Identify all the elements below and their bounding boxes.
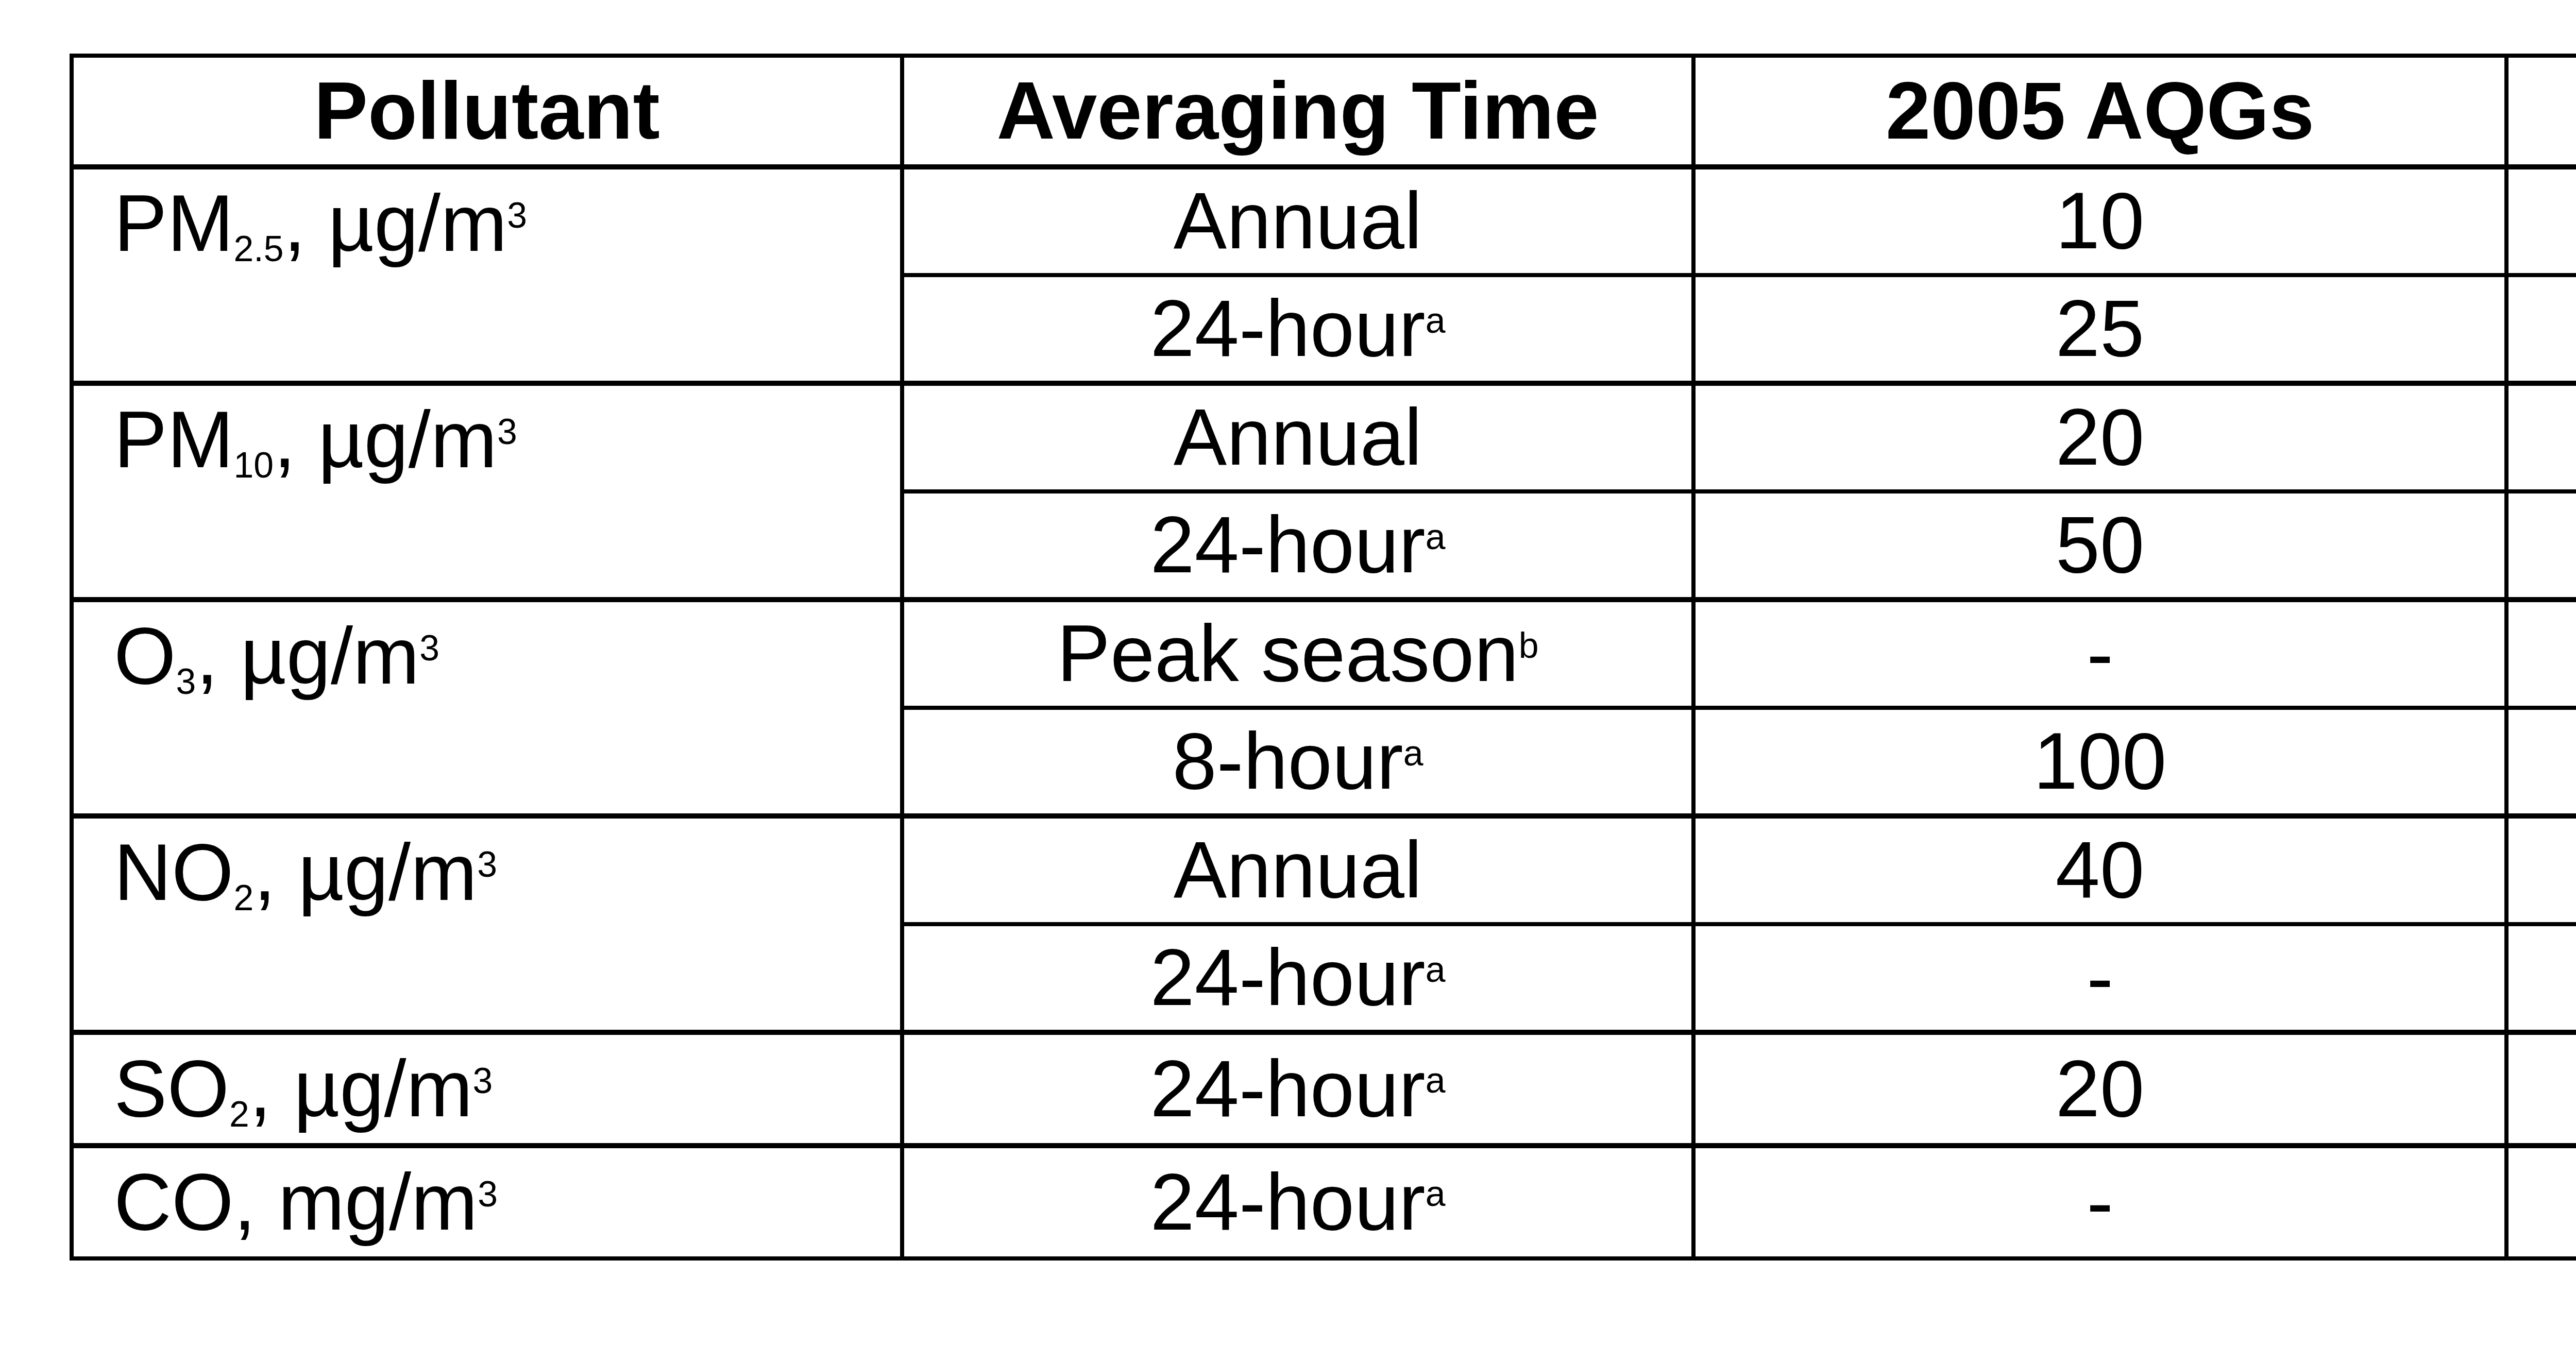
pollutant-label: PM2.5, µg/m3 [114, 169, 900, 278]
cell-2021-value: 25 [2506, 924, 2576, 1032]
time-label: Peak season [1057, 609, 1519, 698]
column-header-pollutant: Pollutant [72, 56, 902, 167]
aqg-comparison-table: Pollutant Averaging Time 2005 AQGs 2021 … [70, 54, 2576, 1261]
cell-2005-value: 10 [1693, 167, 2506, 275]
cell-pollutant-pm10: PM10, µg/m3 [72, 383, 902, 600]
unit-exponent: 3 [477, 844, 497, 884]
pollutant-base: O [114, 611, 176, 701]
cell-2021-value: 15 [2506, 275, 2576, 383]
footnote-marker: a [1426, 949, 1446, 990]
unit-exponent: 3 [497, 412, 517, 452]
cell-2021-value: 45 [2506, 491, 2576, 600]
time-label: 24-hour [1150, 284, 1425, 373]
cell-averaging-time: 8-houra [902, 708, 1693, 816]
pollutant-unit: , µg/m [274, 395, 497, 484]
footnote-marker: a [1403, 733, 1423, 773]
cell-averaging-time: Annual [902, 816, 1693, 924]
footnote-marker: a [1426, 1173, 1446, 1214]
pollutant-base: NO [114, 828, 234, 917]
cell-pollutant-no2: NO2, µg/m3 [72, 816, 902, 1032]
cell-pollutant-pm25: PM2.5, µg/m3 [72, 167, 902, 383]
pollutant-unit: , µg/m [196, 611, 419, 701]
pollutant-unit: , mg/m [234, 1157, 478, 1247]
time-label: Annual [1174, 176, 1422, 265]
pollutant-label: NO2, µg/m3 [114, 819, 900, 927]
footnote-marker: b [1519, 625, 1539, 666]
table-row-so2-24hour: SO2, µg/m3 24-houra 20 40 [72, 1032, 2576, 1146]
cell-2005-value: 40 [1693, 816, 2506, 924]
column-header-averaging-time: Averaging Time [902, 56, 1693, 167]
unit-exponent: 3 [473, 1061, 493, 1101]
pollutant-base: PM [114, 395, 234, 484]
time-label: 24-hour [1150, 1044, 1425, 1133]
time-label: 24-hour [1150, 933, 1425, 1022]
pollutant-label: PM10, µg/m3 [114, 386, 900, 494]
column-header-2021-aqgs: 2021 AQGs [2506, 56, 2576, 167]
cell-2005-value: - [1693, 600, 2506, 708]
time-label: Annual [1174, 825, 1422, 914]
cell-2005-value: - [1693, 924, 2506, 1032]
table-row-no2-annual: NO2, µg/m3 Annual 40 10 [72, 816, 2576, 924]
time-label: 24-hour [1150, 1157, 1425, 1247]
time-label: Annual [1174, 393, 1422, 482]
time-label: 8-hour [1173, 717, 1403, 806]
cell-pollutant-so2: SO2, µg/m3 [72, 1032, 902, 1146]
column-header-2005-aqgs: 2005 AQGs [1693, 56, 2506, 167]
cell-averaging-time: Annual [902, 383, 1693, 491]
header-row: Pollutant Averaging Time 2005 AQGs 2021 … [72, 56, 2576, 167]
cell-averaging-time: 24-houra [902, 275, 1693, 383]
pollutant-subscript: 2 [234, 878, 254, 918]
cell-2005-value: 100 [1693, 708, 2506, 816]
footnote-marker: a [1426, 1060, 1446, 1100]
pollutant-label: CO, mg/m3 [114, 1148, 900, 1256]
table-row-o3-peak-season: O3, µg/m3 Peak seasonb - 60 [72, 600, 2576, 708]
pollutant-base: CO [114, 1157, 234, 1247]
table-row-co-24hour: CO, mg/m3 24-houra - 4 [72, 1146, 2576, 1258]
cell-averaging-time: 24-houra [902, 924, 1693, 1032]
cell-2005-value: 20 [1693, 1032, 2506, 1146]
cell-2005-value: 25 [1693, 275, 2506, 383]
footnote-marker: a [1426, 517, 1446, 557]
cell-2005-value: 50 [1693, 491, 2506, 600]
pollutant-subscript: 10 [234, 445, 274, 485]
cell-2021-value: 4 [2506, 1146, 2576, 1258]
cell-2021-value: 10 [2506, 816, 2576, 924]
cell-2021-value: 60 [2506, 600, 2576, 708]
pollutant-unit: , µg/m [249, 1044, 473, 1133]
pollutant-label: SO2, µg/m3 [114, 1035, 900, 1143]
pollutant-unit: , µg/m [253, 828, 477, 917]
cell-pollutant-o3: O3, µg/m3 [72, 600, 902, 816]
cell-2021-value: 15 [2506, 383, 2576, 491]
pollutant-base: SO [114, 1044, 229, 1133]
cell-2005-value: 20 [1693, 383, 2506, 491]
footnote-marker: a [1426, 300, 1446, 340]
cell-2021-value: 40 [2506, 1032, 2576, 1146]
pollutant-subscript: 2.5 [234, 229, 284, 269]
table-row-pm25-annual: PM2.5, µg/m3 Annual 10 5 [72, 167, 2576, 275]
table-row-pm10-annual: PM10, µg/m3 Annual 20 15 [72, 383, 2576, 491]
pollutant-unit: , µg/m [283, 179, 507, 268]
cell-averaging-time: 24-houra [902, 1146, 1693, 1258]
cell-averaging-time: 24-houra [902, 491, 1693, 600]
unit-exponent: 3 [507, 195, 527, 235]
cell-2021-value: 5 [2506, 167, 2576, 275]
pollutant-base: PM [114, 179, 234, 268]
cell-pollutant-co: CO, mg/m3 [72, 1146, 902, 1258]
cell-2021-value: 100 [2506, 708, 2576, 816]
cell-2005-value: - [1693, 1146, 2506, 1258]
pollutant-subscript: 3 [176, 661, 196, 702]
cell-averaging-time: Peak seasonb [902, 600, 1693, 708]
cell-averaging-time: 24-houra [902, 1032, 1693, 1146]
unit-exponent: 3 [419, 628, 439, 668]
cell-averaging-time: Annual [902, 167, 1693, 275]
unit-exponent: 3 [478, 1174, 498, 1214]
time-label: 24-hour [1150, 500, 1425, 589]
pollutant-subscript: 2 [229, 1094, 249, 1134]
pollutant-label: O3, µg/m3 [114, 602, 900, 710]
